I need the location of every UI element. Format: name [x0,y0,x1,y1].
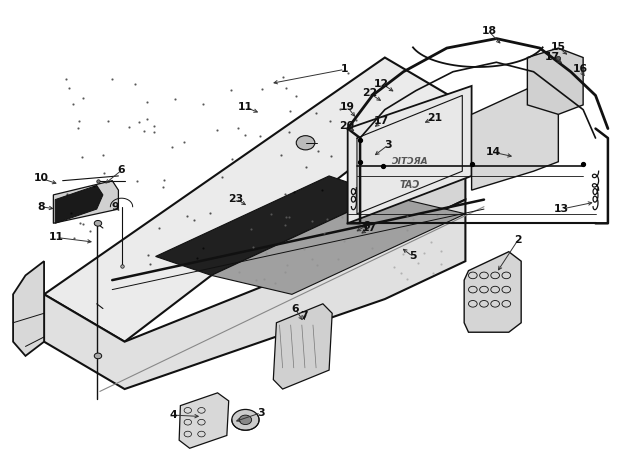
Text: 12: 12 [374,78,389,88]
Text: 6: 6 [363,221,370,231]
Polygon shape [44,57,465,342]
Text: 3: 3 [384,140,392,150]
Text: 19: 19 [340,102,355,112]
Text: 22: 22 [362,88,377,98]
Text: 17: 17 [374,116,389,126]
Text: 1: 1 [341,65,348,75]
Polygon shape [13,261,44,356]
Polygon shape [348,86,471,223]
Text: 9: 9 [112,202,119,212]
Text: 16: 16 [573,65,587,75]
Text: 13: 13 [554,204,569,214]
Text: 3: 3 [257,408,265,418]
Text: 6: 6 [291,304,299,314]
Circle shape [296,136,315,150]
Text: TAƆ: TAƆ [399,180,420,190]
Polygon shape [55,185,103,223]
Text: 8: 8 [37,202,45,212]
Text: 18: 18 [481,27,496,37]
Text: 14: 14 [486,147,501,157]
Text: 2: 2 [514,235,522,245]
Text: 11: 11 [238,102,253,112]
Text: 4: 4 [169,410,177,420]
Polygon shape [527,48,583,114]
Polygon shape [385,105,465,238]
Text: 17: 17 [545,52,560,62]
Text: 17: 17 [362,223,377,233]
Text: 20: 20 [339,121,354,131]
Polygon shape [211,195,465,294]
Polygon shape [471,86,558,190]
Circle shape [232,409,259,430]
Text: 15: 15 [551,42,566,52]
Text: ƆITƆЯA: ƆITƆЯA [391,157,428,166]
Text: 11: 11 [49,232,64,243]
Text: 10: 10 [34,173,48,183]
Polygon shape [44,200,465,389]
Text: 5: 5 [409,251,417,261]
Polygon shape [156,176,385,276]
Circle shape [239,415,252,425]
Text: 6: 6 [118,165,125,175]
Polygon shape [179,393,229,448]
Text: 7: 7 [301,311,308,321]
Polygon shape [464,252,521,332]
Text: 21: 21 [427,113,442,123]
Text: 23: 23 [229,194,244,204]
Circle shape [94,353,102,359]
Circle shape [94,220,102,226]
Polygon shape [273,304,332,389]
Polygon shape [53,180,119,223]
